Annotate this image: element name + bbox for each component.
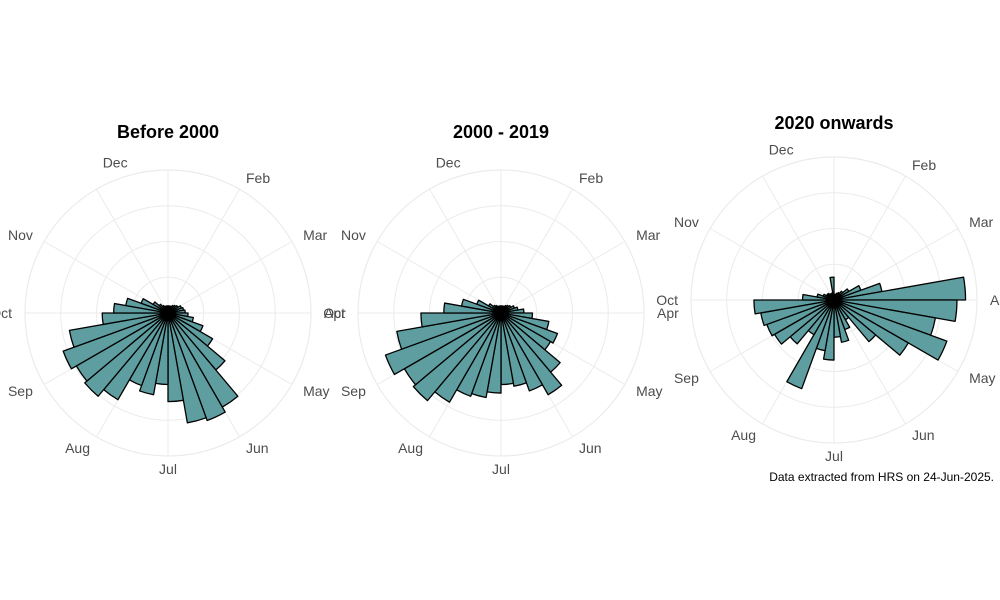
month-label-nov: Nov (341, 227, 366, 243)
grid-spoke (167, 188, 240, 314)
month-labels: Dec Feb Mar Apr May Jun Jul Aug Sep Oct Nov (656, 141, 1000, 464)
month-label-mar: Mar (303, 227, 327, 243)
month-label-may: May (303, 383, 329, 399)
data-source-caption: Data extracted from HRS on 24-Jun-2025. (769, 470, 994, 484)
polar-bar (833, 299, 850, 343)
polar-bar (829, 276, 835, 301)
month-label-aug: Aug (398, 440, 423, 456)
polar-panel-before-2000: Before 2000 Dec Feb Mar Apr May Jun Jul Aug Sep O… (0, 122, 346, 477)
month-label-apr: Apr (657, 305, 679, 321)
bar-group (62, 297, 239, 424)
month-label-mar: Mar (969, 214, 993, 230)
polar-bar (62, 312, 169, 370)
polar-panel-2020-onwards: 2020 onwards Dec Feb Mar Apr May Jun Jul Aug Sep… (656, 113, 1000, 464)
polar-bar (833, 276, 967, 301)
polar-bar (500, 312, 544, 392)
month-labels: Dec Feb Mar Apr May Jun Jul Aug Sep Oct Nov (0, 154, 346, 477)
polar-bar (500, 312, 528, 387)
polar-panel-2000-2019: 2000 - 2019 Dec Feb Mar Apr May Jun Jul Aug Sep O… (323, 122, 679, 477)
grid-spoke (762, 175, 835, 301)
panel-title: Before 2000 (117, 122, 219, 142)
month-label-feb: Feb (246, 170, 270, 186)
grid-spoke (96, 188, 169, 314)
grid-spoke (500, 188, 573, 314)
grid-spoke (500, 241, 626, 314)
polar-bar (167, 312, 185, 403)
grid-spoke (429, 188, 502, 314)
grid-spoke (167, 241, 293, 314)
polar-bar (753, 299, 835, 315)
month-label-oct: Oct (323, 305, 345, 321)
bar-group (753, 276, 967, 390)
month-label-sep: Sep (341, 383, 366, 399)
polar-bar (167, 312, 207, 424)
month-label-may: May (636, 383, 662, 399)
month-label-jul: Jul (492, 461, 510, 477)
polar-bar (833, 299, 948, 361)
polar-bar (499, 305, 502, 314)
polar-bar (786, 299, 835, 390)
month-labels: Dec Feb Mar Apr May Jun Jul Aug Sep Oct Nov (323, 154, 679, 477)
month-label-dec: Dec (436, 154, 461, 170)
month-label-aug: Aug (731, 427, 756, 443)
bar-group (384, 298, 563, 403)
polar-bar (384, 312, 502, 376)
month-label-may: May (969, 370, 995, 386)
polar-bar (68, 312, 169, 348)
polar-bar (84, 312, 169, 397)
month-label-feb: Feb (912, 157, 936, 173)
month-label-apr: Apr (324, 305, 346, 321)
month-label-aug: Aug (65, 440, 90, 456)
month-label-jun: Jun (912, 427, 935, 443)
panel-title: 2000 - 2019 (453, 122, 549, 142)
month-label-sep: Sep (674, 370, 699, 386)
polar-bar (166, 305, 169, 314)
month-label-jun: Jun (246, 440, 269, 456)
month-label-oct: Oct (656, 292, 678, 308)
polar-bar (500, 312, 563, 396)
month-label-dec: Dec (769, 141, 794, 157)
polar-bar (396, 312, 502, 350)
polar-bar (412, 312, 502, 402)
month-label-sep: Sep (8, 383, 33, 399)
month-label-jun: Jun (579, 440, 602, 456)
grid-spoke (833, 175, 906, 301)
month-label-jul: Jul (825, 448, 843, 464)
month-label-apr: Apr (990, 292, 1000, 308)
month-label-jul: Jul (159, 461, 177, 477)
polar-bar (167, 312, 226, 422)
month-label-mar: Mar (636, 227, 660, 243)
grid-spoke (709, 228, 835, 301)
month-label-oct: Oct (0, 305, 12, 321)
month-label-nov: Nov (674, 214, 699, 230)
polar-bar (833, 299, 877, 343)
month-label-nov: Nov (8, 227, 33, 243)
month-label-feb: Feb (579, 170, 603, 186)
polar-bar (420, 312, 502, 328)
polar-bar (833, 299, 909, 356)
panel-title: 2020 onwards (774, 113, 893, 133)
month-label-dec: Dec (103, 154, 128, 170)
polar-bar (101, 312, 169, 326)
